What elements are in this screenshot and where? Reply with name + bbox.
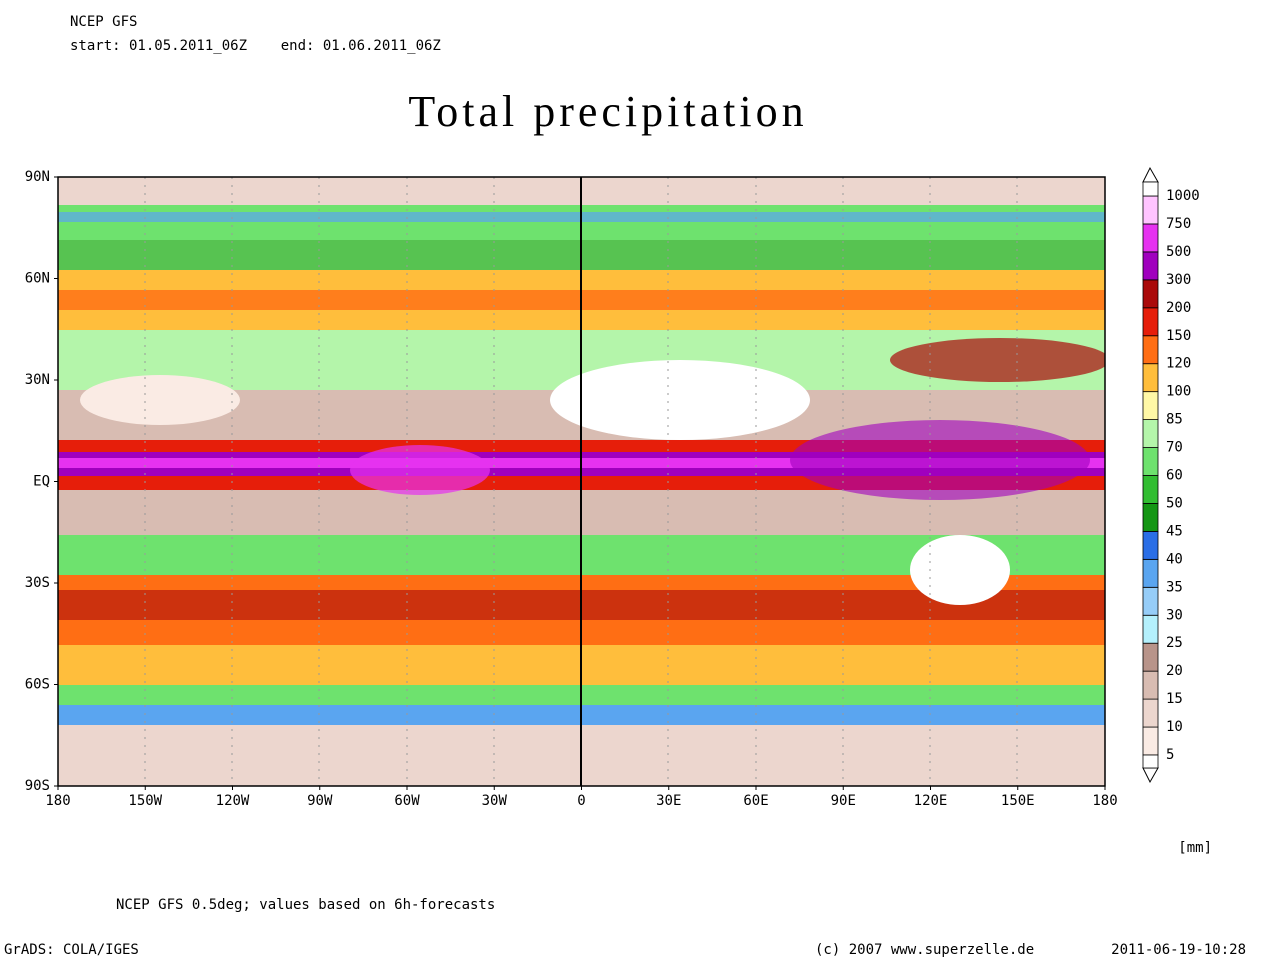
lon-label: 60W	[394, 793, 420, 809]
credit: (c) 2007 www.superzelle.de	[815, 942, 1034, 958]
colorbar-bottom	[1142, 767, 1159, 784]
precip-field	[58, 177, 1105, 786]
unit: [mm]	[1178, 840, 1212, 856]
colorbar-box	[1142, 614, 1159, 644]
colorbar-box	[1142, 503, 1159, 532]
lon-label: 90W	[307, 793, 333, 809]
software: GrADS: COLA/IGES	[4, 942, 139, 958]
colorbar-label: 40	[1166, 551, 1183, 567]
lon-label: 120W	[216, 793, 250, 809]
colorbar-box	[1142, 335, 1159, 365]
colorbar-label: 45	[1166, 523, 1183, 539]
colorbar-top	[1142, 166, 1159, 183]
colorbar-box	[1142, 391, 1159, 420]
colorbar-box	[1142, 754, 1159, 769]
colorbar-label: 1000	[1166, 188, 1200, 204]
colorbar-box	[1142, 279, 1159, 309]
colorbar-label: 200	[1166, 300, 1191, 316]
colorbar-box	[1142, 586, 1159, 616]
colorbar-label: 120	[1166, 356, 1191, 372]
colorbar-label: 100	[1166, 384, 1191, 400]
colorbar-box	[1142, 251, 1159, 281]
lat-label: 60S	[25, 677, 50, 693]
lat-label: 30S	[25, 575, 50, 591]
colorbar-label: 15	[1166, 691, 1183, 707]
lon-label: 0	[577, 793, 585, 809]
colorbar-label: 10	[1166, 719, 1183, 735]
lon-label: 150W	[128, 793, 162, 809]
colorbar-label: 85	[1166, 412, 1183, 428]
lat-label: 60N	[25, 271, 50, 287]
model: NCEP GFS	[70, 14, 137, 30]
lat-label: 90N	[25, 169, 50, 185]
colorbar-label: 30	[1166, 607, 1183, 623]
lon-label: 150E	[1001, 793, 1035, 809]
lat-label: EQ	[33, 474, 50, 490]
colorbar-box	[1142, 642, 1159, 672]
colorbar-label: 20	[1166, 663, 1183, 679]
colorbar-box	[1142, 531, 1159, 560]
lon-label: 90E	[831, 793, 856, 809]
colorbar-label: 70	[1166, 440, 1183, 456]
lon-label: 180	[1092, 793, 1117, 809]
colorbar-label: 150	[1166, 328, 1191, 344]
colorbar-label: 25	[1166, 635, 1183, 651]
lon-label: 30E	[656, 793, 681, 809]
colorbar-box	[1142, 670, 1159, 700]
note: NCEP GFS 0.5deg; values based on 6h-fore…	[116, 897, 495, 913]
colorbar-label: 750	[1166, 216, 1191, 232]
colorbar-label: 5	[1166, 747, 1174, 763]
timestamp: 2011-06-19-10:28	[1111, 942, 1246, 958]
colorbar-label: 300	[1166, 272, 1191, 288]
title: Total precipitation	[408, 87, 807, 136]
colorbar-label: 50	[1166, 495, 1183, 511]
colorbar-label: 35	[1166, 579, 1183, 595]
colorbar-box	[1142, 698, 1159, 728]
colorbar-box	[1142, 419, 1159, 448]
colorbar-label: 500	[1166, 244, 1191, 260]
lon-label: 60E	[743, 793, 768, 809]
colorbar-box	[1142, 558, 1159, 588]
colorbar-box	[1142, 223, 1159, 253]
lon-label: 120E	[914, 793, 948, 809]
colorbar-box	[1142, 447, 1159, 476]
colorbar-label: 60	[1166, 468, 1183, 484]
graticule	[144, 177, 1018, 786]
colorbar-box	[1142, 726, 1159, 756]
lat-label: 30N	[25, 372, 50, 388]
lat-label: 90S	[25, 778, 50, 794]
colorbar-box	[1142, 363, 1159, 393]
period: start: 01.05.2011_06Z end: 01.06.2011_06…	[70, 38, 441, 54]
colorbar-box	[1142, 181, 1159, 197]
colorbar-box	[1142, 475, 1159, 504]
colorbar-box	[1142, 307, 1159, 337]
lon-label: 180	[45, 793, 70, 809]
lon-label: 30W	[482, 793, 508, 809]
colorbar-box	[1142, 195, 1159, 225]
